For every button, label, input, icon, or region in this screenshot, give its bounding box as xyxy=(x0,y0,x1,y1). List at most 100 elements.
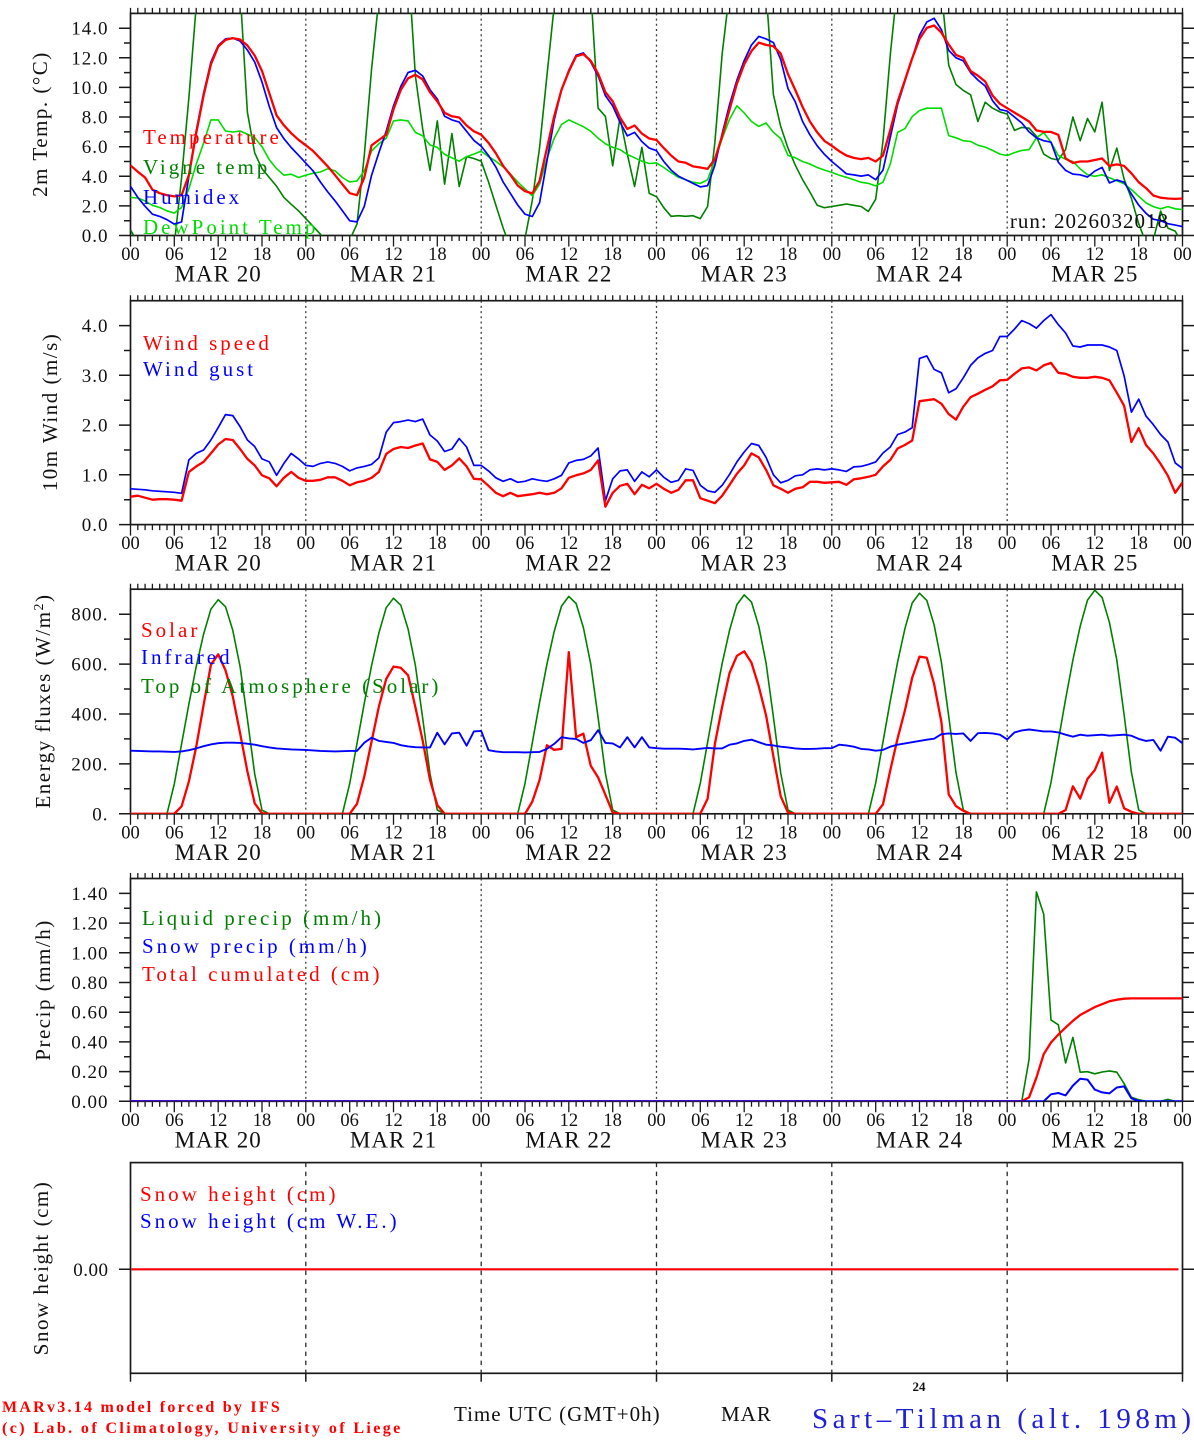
svg-text:(c) Lab. of Climatology, Unive: (c) Lab. of Climatology, University of L… xyxy=(2,1420,403,1437)
svg-text:400.: 400. xyxy=(71,704,108,725)
svg-text:18: 18 xyxy=(603,245,622,265)
svg-text:MAR 24: MAR 24 xyxy=(876,551,963,576)
svg-text:12: 12 xyxy=(1086,245,1105,265)
svg-text:3.0: 3.0 xyxy=(82,366,109,387)
svg-text:0.0: 0.0 xyxy=(82,515,109,536)
svg-text:Snow precip (mm/h): Snow precip (mm/h) xyxy=(142,934,370,958)
svg-text:12: 12 xyxy=(735,534,754,554)
svg-text:2.0: 2.0 xyxy=(82,416,109,437)
svg-text:0.60: 0.60 xyxy=(71,1003,108,1024)
svg-text:18: 18 xyxy=(253,534,272,554)
svg-text:12: 12 xyxy=(560,245,579,265)
svg-text:Top of Atmosphere (Solar): Top of Atmosphere (Solar) xyxy=(141,674,441,698)
svg-text:00: 00 xyxy=(121,1111,140,1131)
svg-text:0.00: 0.00 xyxy=(73,1260,108,1281)
svg-text:MAR 21: MAR 21 xyxy=(350,840,437,865)
svg-text:24: 24 xyxy=(913,1379,927,1394)
svg-text:06: 06 xyxy=(516,245,535,265)
svg-text:MAR 22: MAR 22 xyxy=(525,840,612,865)
svg-text:18: 18 xyxy=(1129,534,1148,554)
svg-text:12: 12 xyxy=(910,1111,929,1131)
svg-text:Snow height (cm): Snow height (cm) xyxy=(140,1182,338,1206)
svg-text:18: 18 xyxy=(428,534,447,554)
svg-text:18: 18 xyxy=(428,245,447,265)
svg-text:12: 12 xyxy=(209,823,228,843)
svg-text:MAR 22: MAR 22 xyxy=(525,1127,612,1152)
svg-text:12: 12 xyxy=(910,245,929,265)
svg-text:06: 06 xyxy=(340,534,359,554)
svg-text:06: 06 xyxy=(340,245,359,265)
svg-text:18: 18 xyxy=(603,1111,622,1131)
svg-text:00: 00 xyxy=(297,1111,316,1131)
svg-text:Temperature: Temperature xyxy=(143,125,282,149)
svg-text:06: 06 xyxy=(516,1111,535,1131)
svg-text:18: 18 xyxy=(253,823,272,843)
svg-text:12: 12 xyxy=(735,1111,754,1131)
svg-text:MARv3.14 model forced by IFS: MARv3.14 model forced by IFS xyxy=(2,1399,282,1416)
svg-text:MAR 23: MAR 23 xyxy=(701,262,788,287)
svg-text:00: 00 xyxy=(647,1111,666,1131)
svg-text:12: 12 xyxy=(560,534,579,554)
svg-text:MAR 20: MAR 20 xyxy=(175,551,262,576)
svg-text:MAR 22: MAR 22 xyxy=(525,551,612,576)
svg-text:00: 00 xyxy=(121,534,140,554)
svg-text:10m Wind (m/s): 10m Wind (m/s) xyxy=(38,333,62,492)
svg-text:00: 00 xyxy=(1173,823,1192,843)
svg-text:12: 12 xyxy=(1086,823,1105,843)
svg-text:06: 06 xyxy=(866,245,885,265)
svg-text:00: 00 xyxy=(823,245,842,265)
svg-text:12: 12 xyxy=(560,1111,579,1131)
svg-text:Precip (mm/h): Precip (mm/h) xyxy=(31,919,55,1060)
svg-text:MAR 24: MAR 24 xyxy=(876,840,963,865)
svg-text:18: 18 xyxy=(779,823,798,843)
svg-text:Wind gust: Wind gust xyxy=(143,357,256,381)
svg-text:06: 06 xyxy=(691,245,710,265)
svg-text:00: 00 xyxy=(1173,1111,1192,1131)
svg-text:6.0: 6.0 xyxy=(82,137,109,158)
svg-text:0.: 0. xyxy=(92,804,108,825)
svg-text:MAR 25: MAR 25 xyxy=(1051,551,1138,576)
svg-text:14.0: 14.0 xyxy=(71,19,108,40)
svg-text:MAR 22: MAR 22 xyxy=(525,262,612,287)
svg-text:06: 06 xyxy=(1042,823,1061,843)
svg-text:06: 06 xyxy=(165,534,184,554)
svg-text:06: 06 xyxy=(1042,245,1061,265)
svg-text:12: 12 xyxy=(1086,534,1105,554)
svg-text:00: 00 xyxy=(823,823,842,843)
svg-text:MAR 25: MAR 25 xyxy=(1051,1127,1138,1152)
svg-text:06: 06 xyxy=(1042,534,1061,554)
svg-text:run: 2026032018: run: 2026032018 xyxy=(1010,209,1169,233)
svg-text:MAR 24: MAR 24 xyxy=(876,1127,963,1152)
svg-text:4.0: 4.0 xyxy=(82,316,109,337)
svg-text:00: 00 xyxy=(998,823,1017,843)
svg-text:18: 18 xyxy=(603,823,622,843)
svg-text:00: 00 xyxy=(647,823,666,843)
svg-text:18: 18 xyxy=(1129,1111,1148,1131)
svg-text:12: 12 xyxy=(384,534,403,554)
svg-text:1.20: 1.20 xyxy=(71,914,108,935)
svg-text:MAR 24: MAR 24 xyxy=(876,262,963,287)
svg-text:00: 00 xyxy=(297,823,316,843)
svg-text:00: 00 xyxy=(823,534,842,554)
svg-text:18: 18 xyxy=(428,823,447,843)
svg-text:MAR 25: MAR 25 xyxy=(1051,840,1138,865)
svg-text:06: 06 xyxy=(691,823,710,843)
svg-text:18: 18 xyxy=(954,245,973,265)
svg-text:06: 06 xyxy=(866,534,885,554)
svg-text:600.: 600. xyxy=(71,655,108,676)
svg-text:06: 06 xyxy=(165,245,184,265)
svg-text:06: 06 xyxy=(165,823,184,843)
svg-text:0.0: 0.0 xyxy=(82,226,109,247)
svg-text:00: 00 xyxy=(998,245,1017,265)
svg-text:12: 12 xyxy=(384,1111,403,1131)
svg-text:00: 00 xyxy=(823,1111,842,1131)
svg-text:MAR 21: MAR 21 xyxy=(350,551,437,576)
svg-text:18: 18 xyxy=(779,1111,798,1131)
svg-text:18: 18 xyxy=(428,1111,447,1131)
svg-text:00: 00 xyxy=(472,823,491,843)
svg-text:12: 12 xyxy=(735,823,754,843)
svg-text:06: 06 xyxy=(866,823,885,843)
svg-text:1.0: 1.0 xyxy=(82,465,109,486)
svg-text:DewPoint Temp: DewPoint Temp xyxy=(143,215,318,239)
svg-text:200.: 200. xyxy=(71,754,108,775)
